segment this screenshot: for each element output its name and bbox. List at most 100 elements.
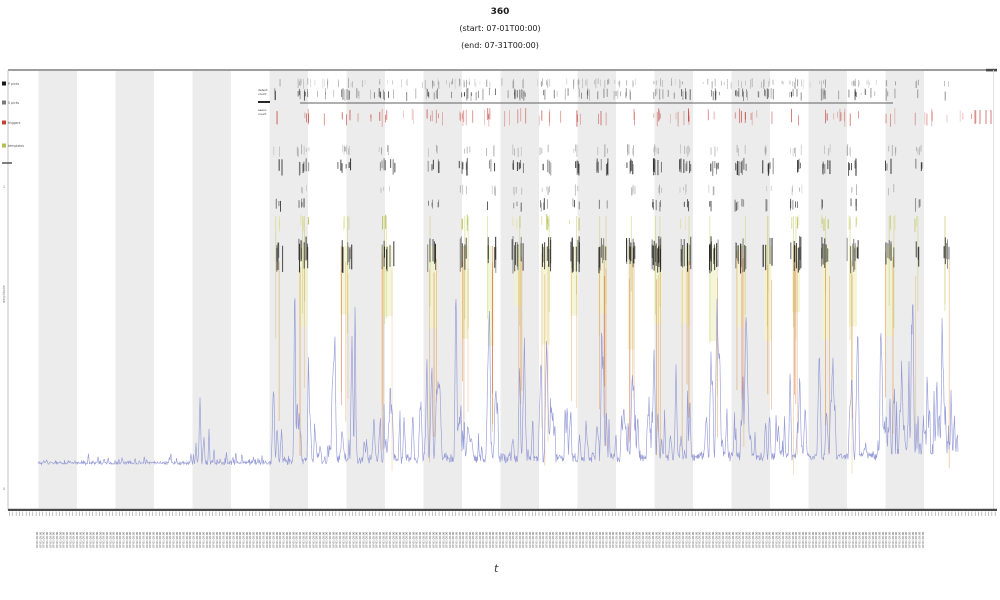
x-tick-label: 07-01 00:00 <box>498 532 502 548</box>
x-axis: 07-01 00:00 07-01 00:00 07-01 00:00 07-01 0… <box>9 511 996 548</box>
x-tick-label: 07-01 00:00 <box>711 532 715 548</box>
x-tick-label: 07-01 00:00 <box>878 532 882 548</box>
x-tick-label: 07-01 00:00 <box>485 532 489 548</box>
x-tick-label: 07-01 00:00 <box>115 532 119 548</box>
x-tick-label: 07-01 00:00 <box>271 532 275 548</box>
x-tick-label: 07-01 00:00 <box>142 532 146 548</box>
x-tick-label: 07-01 00:00 <box>88 532 92 548</box>
x-tick-label: 07-01 00:00 <box>548 532 552 548</box>
x-tick-label: 07-01 00:00 <box>435 532 439 548</box>
x-tick-label: 07-01 00:00 <box>511 532 515 548</box>
x-tick-label: 07-01 00:00 <box>405 532 409 548</box>
x-tick-label: 07-01 00:00 <box>388 532 392 548</box>
y-axis-label: amplitude <box>2 285 6 303</box>
x-tick-label: 07-01 00:00 <box>278 532 282 548</box>
x-tick-label: 07-01 00:00 <box>731 532 735 548</box>
x-tick-label: 07-01 00:00 <box>355 532 359 548</box>
pale-band <box>654 246 662 325</box>
x-tick-label: 07-01 00:00 <box>864 532 868 548</box>
pale-band <box>886 246 894 337</box>
x-tick-label: 07-01 00:00 <box>238 532 242 548</box>
x-tick-label: 07-01 00:00 <box>525 532 529 548</box>
x-tick-label: 07-01 00:00 <box>784 532 788 548</box>
x-tick-label: 07-01 00:00 <box>828 532 832 548</box>
chart-title-line3: (end: 07-31T00:00) <box>461 41 539 50</box>
x-tick-label: 07-01 00:00 <box>145 532 149 548</box>
x-tick-label: 07-01 00:00 <box>182 532 186 548</box>
x-tick-label: 07-01 00:00 <box>45 532 49 548</box>
x-tick-label: 07-01 00:00 <box>521 532 525 548</box>
x-tick-label: 07-01 00:00 <box>165 532 169 548</box>
legend-label: S picks <box>8 101 20 105</box>
x-tick-label: 07-01 00:00 <box>258 532 262 548</box>
row-row2-dark <box>278 158 923 176</box>
x-tick-label: 07-01 00:00 <box>791 532 795 548</box>
x-tick-label: 07-01 00:00 <box>541 532 545 548</box>
x-tick-label: 07-01 00:00 <box>92 532 96 548</box>
x-tick-label: 07-01 00:00 <box>198 532 202 548</box>
x-tick-label: 07-01 00:00 <box>298 532 302 548</box>
x-tick-label: 07-01 00:00 <box>455 532 459 548</box>
x-tick-label: 07-01 00:00 <box>575 532 579 548</box>
x-tick-label: 07-01 00:00 <box>894 532 898 548</box>
x-tick-label: 07-01 00:00 <box>691 532 695 548</box>
x-tick-label: 07-01 00:00 <box>55 532 59 548</box>
x-tick-label: 07-01 00:00 <box>798 532 802 548</box>
pale-band <box>709 246 717 342</box>
x-tick-label: 07-01 00:00 <box>192 532 196 548</box>
legend-item: triggers <box>2 120 21 125</box>
day-shade-band <box>346 70 385 510</box>
x-tick-label: 07-01 00:00 <box>242 532 246 548</box>
x-tick-label: 07-01 00:00 <box>751 532 755 548</box>
pale-band <box>737 246 745 328</box>
x-tick-label: 07-01 00:00 <box>814 532 818 548</box>
x-tick-label: 07-01 00:00 <box>195 532 199 548</box>
x-tick-label: 07-01 00:00 <box>411 532 415 548</box>
x-tick-label: 07-01 00:00 <box>325 532 329 548</box>
x-tick-label: 07-01 00:00 <box>794 532 798 548</box>
x-tick-label: 07-01 00:00 <box>854 532 858 548</box>
x-tick-label: 07-01 00:00 <box>558 532 562 548</box>
x-tick-label: 07-01 00:00 <box>168 532 172 548</box>
day-shade-band <box>192 70 231 510</box>
x-tick-label: 07-01 00:00 <box>658 532 662 548</box>
x-tick-label: 07-01 00:00 <box>908 532 912 548</box>
x-tick-label: 07-01 00:00 <box>898 532 902 548</box>
x-tick-label: 07-01 00:00 <box>651 532 655 548</box>
x-tick-label: 07-01 00:00 <box>158 532 162 548</box>
x-tick-label: 07-01 00:00 <box>718 532 722 548</box>
x-tick-label: 07-01 00:00 <box>721 532 725 548</box>
day-shade-band <box>577 70 616 510</box>
pale-band <box>340 246 350 315</box>
x-tick-label: 07-01 00:00 <box>601 532 605 548</box>
x-tick-label: 07-01 00:00 <box>395 532 399 548</box>
x-tick-label: 07-01 00:00 <box>704 532 708 548</box>
pale-band <box>849 246 857 327</box>
x-tick-label: 07-01 00:00 <box>531 532 535 548</box>
x-tick-label: 07-01 00:00 <box>901 532 905 548</box>
legend-label: triggers <box>8 121 21 125</box>
x-tick-label: 07-01 00:00 <box>604 532 608 548</box>
x-tick-label: 07-01 00:00 <box>565 532 569 548</box>
x-tick-label: 07-01 00:00 <box>425 532 429 548</box>
x-tick-label: 07-01 00:00 <box>78 532 82 548</box>
x-tick-label: 07-01 00:00 <box>874 532 878 548</box>
x-tick-label: 07-01 00:00 <box>561 532 565 548</box>
x-tick-label: 07-01 00:00 <box>245 532 249 548</box>
x-tick-label: 07-01 00:00 <box>614 532 618 548</box>
x-tick-label: 07-01 00:00 <box>708 532 712 548</box>
x-tick-label: 07-01 00:00 <box>428 532 432 548</box>
x-tick-label: 07-01 00:00 <box>235 532 239 548</box>
x-tick-label: 07-01 00:00 <box>318 532 322 548</box>
row-main-barcode <box>276 236 950 274</box>
x-tick-label: 07-01 00:00 <box>288 532 292 548</box>
x-tick-label: 07-01 00:00 <box>668 532 672 548</box>
day-shade-band <box>38 70 77 510</box>
x-tick-label: 07-01 00:00 <box>118 532 122 548</box>
x-tick-label: 07-01 00:00 <box>551 532 555 548</box>
legend-marker-icon <box>2 120 6 125</box>
x-tick-label: 07-01 00:00 <box>528 532 532 548</box>
x-tick-label: 07-01 00:00 <box>208 532 212 548</box>
x-tick-label: 07-01 00:00 <box>205 532 209 548</box>
x-tick-label: 07-01 00:00 <box>581 532 585 548</box>
